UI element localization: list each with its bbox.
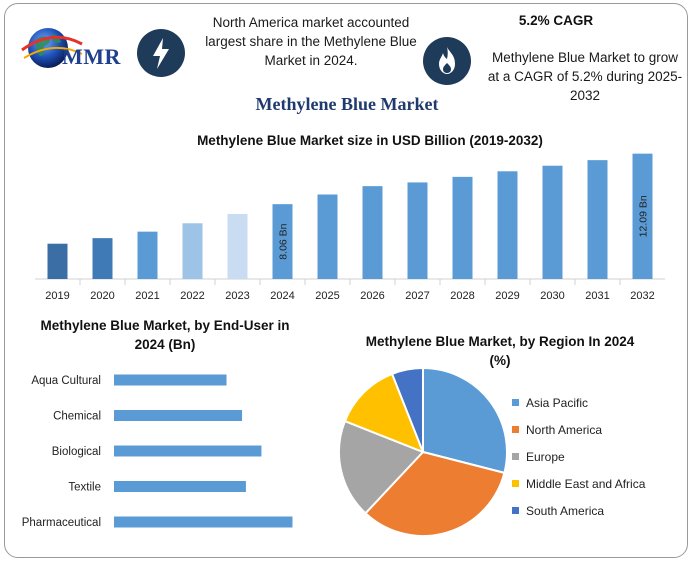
legend-swatch	[512, 453, 519, 460]
cagr-title: 5.2% CAGR	[518, 13, 594, 28]
highlight-north-america: North America market accounted largest s…	[205, 15, 417, 68]
x-tick-label: 2032	[630, 290, 654, 302]
legend-label: Asia Pacific	[526, 395, 589, 410]
x-tick-label: 2021	[135, 290, 159, 302]
x-tick-label: 2020	[90, 290, 114, 302]
bar-2021	[137, 231, 158, 279]
legend-swatch	[512, 480, 519, 487]
bar-2029	[497, 171, 518, 279]
hbar-pharmaceutical	[114, 516, 293, 528]
infographic-frame	[4, 3, 688, 558]
x-tick-label: 2019	[45, 290, 69, 302]
hbar-biological	[114, 445, 262, 457]
bar-chart-title: Methylene Blue Market size in USD Billio…	[197, 133, 543, 148]
x-tick-label: 2030	[540, 290, 564, 302]
bar-2026	[362, 186, 383, 279]
legend-swatch	[512, 426, 519, 433]
x-tick-label: 2024	[270, 290, 294, 302]
legend-label: South America	[526, 503, 605, 518]
legend-item: Middle East and Africa	[512, 470, 645, 497]
region-chart-title: Methylene Blue Market, by Region In 2024…	[365, 334, 635, 368]
bar-2025	[317, 194, 338, 279]
hbar-label: Biological	[52, 446, 101, 458]
legend-item: North America	[512, 416, 645, 443]
bar-2024	[272, 204, 293, 279]
x-tick-label: 2027	[405, 290, 429, 302]
hbar-label: Aqua Cultural	[31, 375, 101, 387]
globe-logo-icon	[21, 28, 83, 68]
legend-label: Europe	[526, 449, 565, 464]
pie-slice-middle-east-and-africa	[343, 372, 425, 454]
legend-item: Asia Pacific	[512, 389, 645, 416]
x-tick-label: 2028	[450, 290, 474, 302]
bar-2020	[92, 238, 113, 279]
x-tick-label: 2026	[360, 290, 384, 302]
bar-data-label: 12.09 Bn	[638, 195, 650, 237]
bar-2028	[452, 176, 473, 279]
bar-2022	[182, 223, 203, 279]
bar-2031	[587, 160, 608, 279]
hbar-label: Textile	[68, 482, 101, 494]
logo-text: MMR	[62, 44, 121, 69]
legend-label: North America	[526, 422, 603, 437]
lightning-icon	[137, 29, 185, 77]
x-tick-label: 2025	[315, 290, 339, 302]
end-user-chart-title: Methylene Blue Market, by End-User in 20…	[40, 318, 290, 352]
cagr-text: Methylene Blue Market to grow at a CAGR …	[487, 50, 683, 103]
pie-slice-asia-pacific	[422, 366, 508, 475]
pie-legend: Asia Pacific North America Europe Middle Ea…	[512, 389, 645, 524]
bar-data-label: 8.06 Bn	[278, 223, 290, 259]
x-tick-label: 2023	[225, 290, 249, 302]
hbar-label: Chemical	[53, 411, 101, 423]
legend-item: Europe	[512, 443, 645, 470]
bar-2032	[632, 153, 653, 279]
legend-swatch	[512, 399, 519, 406]
page-title: Methylene Blue Market	[255, 94, 439, 114]
x-tick-label: 2022	[180, 290, 204, 302]
hbar-label: Pharmaceutical	[22, 517, 101, 529]
hbar-textile	[114, 481, 246, 492]
legend-item: South America	[512, 497, 645, 524]
legend-label: Middle East and Africa	[526, 476, 646, 491]
legend-swatch	[512, 507, 519, 514]
pie-slice-south-america	[390, 366, 424, 453]
flame-icon	[423, 37, 471, 85]
hbar-chemical	[114, 410, 243, 421]
bar-2023	[227, 214, 248, 279]
x-tick-label: 2029	[495, 290, 519, 302]
pie-slice-north-america	[364, 450, 506, 537]
bar-2030	[542, 165, 563, 279]
bar-2027	[407, 182, 428, 279]
hbar-aqua-cultural	[114, 374, 227, 386]
x-tick-label: 2031	[585, 290, 609, 302]
bar-2019	[47, 243, 68, 279]
